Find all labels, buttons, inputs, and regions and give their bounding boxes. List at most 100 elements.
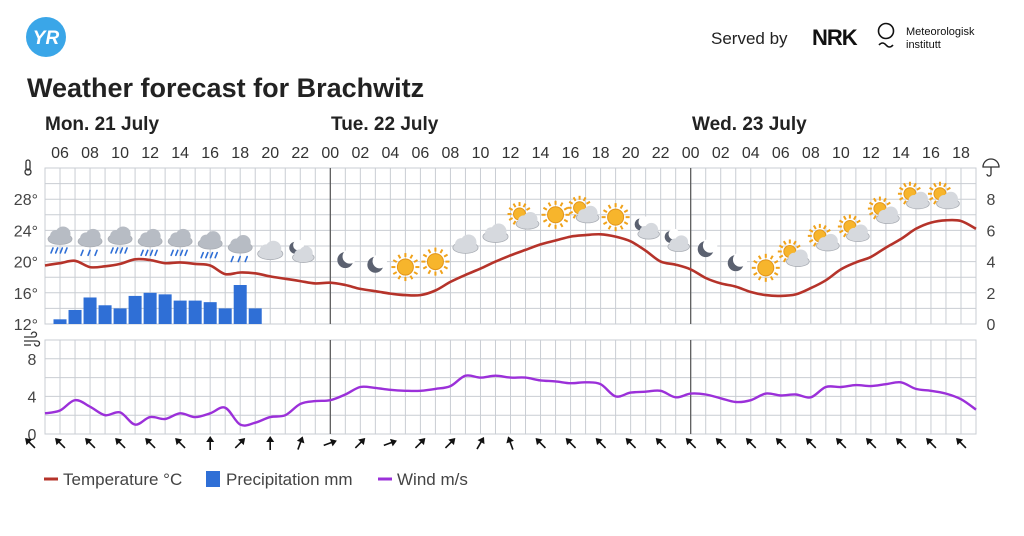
x-tick-label: 06 <box>51 145 69 162</box>
cloud-shape <box>258 249 282 260</box>
wind-direction-arrow <box>715 438 727 449</box>
sun-ray <box>397 254 402 259</box>
met-logo-wave-icon <box>878 42 894 48</box>
x-tick-label: 10 <box>832 145 850 162</box>
sun-ray <box>392 259 398 263</box>
x-tick-label: 14 <box>532 145 550 162</box>
partly-cloudy-icon <box>777 239 810 267</box>
y-tick-label-precipitation: 6 <box>987 223 996 240</box>
cloud-icon <box>452 234 479 254</box>
arrow-head <box>895 438 904 446</box>
arrow-head <box>115 438 123 446</box>
wind-icon <box>24 331 41 347</box>
sun-ray <box>753 259 758 264</box>
sun-ray <box>929 186 934 191</box>
sun-disc <box>396 258 414 276</box>
umbrella-icon <box>982 158 1000 177</box>
sun-ray <box>512 220 517 225</box>
sun-ray <box>542 218 548 223</box>
sun-ray <box>607 225 612 230</box>
partly-cloudy-night-icon <box>634 216 660 240</box>
arrow-head <box>745 438 753 446</box>
served-by-text: Served by <box>711 29 788 48</box>
precipitation-bar <box>83 297 97 324</box>
sun-ray <box>427 269 432 275</box>
sun-ray <box>619 204 624 209</box>
legend-precipitation-swatch <box>206 471 220 487</box>
sun-ray <box>838 219 844 224</box>
sun-ray <box>843 232 847 238</box>
x-tick-label: 00 <box>321 145 339 162</box>
nrk-logo[interactable]: NRK <box>812 25 859 50</box>
cloud-shape <box>577 213 599 223</box>
day-label-wed: Wed. 23 July <box>692 114 807 135</box>
cloud-shape <box>79 237 102 247</box>
thermometer-icon <box>24 159 32 176</box>
sun-ray <box>899 186 904 191</box>
arrow-head <box>926 438 934 446</box>
wind-direction-arrow <box>895 438 907 449</box>
y-tick-label-temperature: 12° <box>14 317 38 334</box>
sun-ray <box>933 200 937 205</box>
sun-ray <box>508 217 514 221</box>
sun-ray <box>782 240 787 246</box>
moon-cutout <box>732 252 748 267</box>
sun-ray <box>843 215 847 221</box>
sun-ray <box>623 221 629 226</box>
sun-ray <box>586 200 591 205</box>
moon-icon <box>337 249 357 269</box>
moon-cutout <box>638 216 650 228</box>
partly-cloudy-icon <box>897 181 930 210</box>
arrow-head <box>55 438 63 446</box>
arrow-head <box>85 438 93 446</box>
yr-logo[interactable]: YR <box>26 17 66 57</box>
moon-icon <box>367 253 387 273</box>
rain-drop <box>184 249 188 257</box>
x-tick-label: 00 <box>682 145 700 162</box>
rain-drop <box>175 249 179 257</box>
sun-ray <box>443 253 449 258</box>
x-tick-label: 18 <box>592 145 610 162</box>
met-logo-line2: institutt <box>906 39 941 51</box>
met-logo[interactable]: Meteorologisk institutt <box>877 22 975 52</box>
sun-ray <box>933 182 937 188</box>
x-tick-label: 06 <box>772 145 790 162</box>
sun-ray <box>903 200 907 205</box>
y-tick-label-temperature: 24° <box>14 223 38 240</box>
arrow-head <box>206 436 215 442</box>
heavy-rain-icon <box>197 231 223 259</box>
cloud-shape <box>668 242 689 252</box>
y-tick-label-temperature: 16° <box>14 286 38 303</box>
precipitation-bar <box>158 294 172 324</box>
sun-icon <box>421 247 450 276</box>
partly-cloudy-icon <box>567 195 600 224</box>
x-tick-label: 22 <box>291 145 309 162</box>
x-tick-label: 12 <box>502 145 520 162</box>
y-tick-label-precipitation: 8 <box>987 192 996 209</box>
sun-ray <box>782 257 787 263</box>
arrow-head <box>358 438 366 446</box>
sun-ray <box>522 203 527 208</box>
cloud-shape <box>229 243 252 253</box>
sun-ray <box>413 259 419 263</box>
sun-ray <box>568 200 574 205</box>
sun-ray <box>753 271 758 276</box>
sun-ray <box>542 206 548 211</box>
chart-layer: 06 08 10 12 14 16 18 20 22 00 02 04 06 08 10 12 14 16 18 20… <box>14 145 996 450</box>
sun-ray <box>572 196 577 202</box>
sun-ray <box>439 248 444 254</box>
partly-cloudy-icon <box>927 181 960 210</box>
sun-ray <box>778 254 784 259</box>
rain-icon <box>227 235 253 263</box>
sun-ray <box>796 244 801 249</box>
partly-cloudy-icon <box>807 223 840 252</box>
legend-temperature-label: Temperature °C <box>63 470 182 489</box>
sun-ray <box>757 276 762 281</box>
arrow-head <box>775 438 783 446</box>
sun-ray <box>769 255 774 260</box>
precipitation-bar <box>233 285 247 324</box>
sun-ray <box>602 209 608 214</box>
precipitation-bar <box>98 305 112 324</box>
wind-direction-arrow <box>565 438 577 449</box>
y-tick-label-precipitation: 2 <box>987 286 996 303</box>
